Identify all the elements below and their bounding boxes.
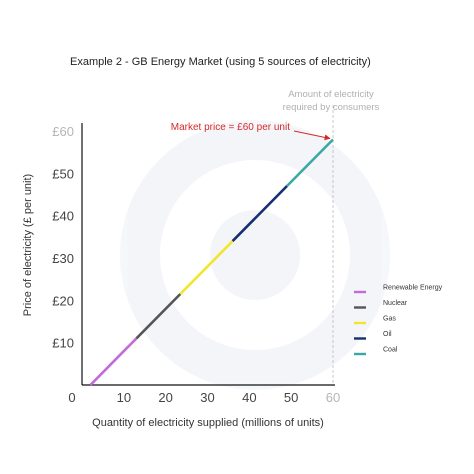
x-tick-label: 0 [68, 390, 75, 405]
legend-label: Nuclear [383, 300, 408, 307]
chart-title: Example 2 - GB Energy Market (using 5 so… [70, 56, 371, 68]
legend-label: Gas [383, 316, 396, 323]
x-tick-label: 40 [242, 390, 256, 405]
y-tick-label: £10 [52, 336, 74, 351]
demand-line-group: Amount of electricity required by consume… [283, 89, 380, 385]
legend: Renewable Energy Nuclear Gas Oil Coal [354, 285, 443, 356]
tick-labels: 0 10 20 30 40 50 60 £10 £20 £30 £40 £50 £60 [52, 124, 340, 405]
y-tick-label: £40 [52, 209, 74, 224]
legend-label: Oil [383, 331, 392, 338]
demand-label-line: Amount of electricity [288, 89, 374, 100]
x-tick-label: 10 [117, 390, 131, 405]
annotations: Market price = £60 per unit [171, 122, 331, 141]
y-tick-label: £30 [52, 251, 74, 266]
x-tick-label: 60 [326, 390, 340, 405]
watermark-logo [120, 120, 390, 390]
x-tick-label: 50 [284, 390, 298, 405]
y-tick-label: £50 [52, 166, 74, 181]
series-segment [89, 337, 138, 386]
series-segment [231, 185, 288, 243]
y-tick-label: £60 [52, 124, 74, 139]
axes [81, 123, 335, 386]
x-axis-label: Quantity of electricity supplied (millio… [92, 417, 324, 429]
series-segment [179, 240, 234, 295]
legend-label: Coal [383, 347, 398, 354]
demand-label-line: required by consumers [283, 102, 380, 113]
supply-curve [89, 138, 334, 386]
series-segment [135, 293, 182, 340]
legend-label: Renewable Energy [383, 285, 443, 292]
market-price-arrow [293, 130, 331, 141]
x-tick-label: 30 [200, 390, 214, 405]
x-tick-label: 20 [158, 390, 172, 405]
y-tick-label: £20 [52, 293, 74, 308]
y-axis-label: Price of electricity (£ per unit) [22, 174, 34, 316]
market-price-label: Market price = £60 per unit [171, 122, 290, 133]
series-segment [286, 138, 334, 187]
